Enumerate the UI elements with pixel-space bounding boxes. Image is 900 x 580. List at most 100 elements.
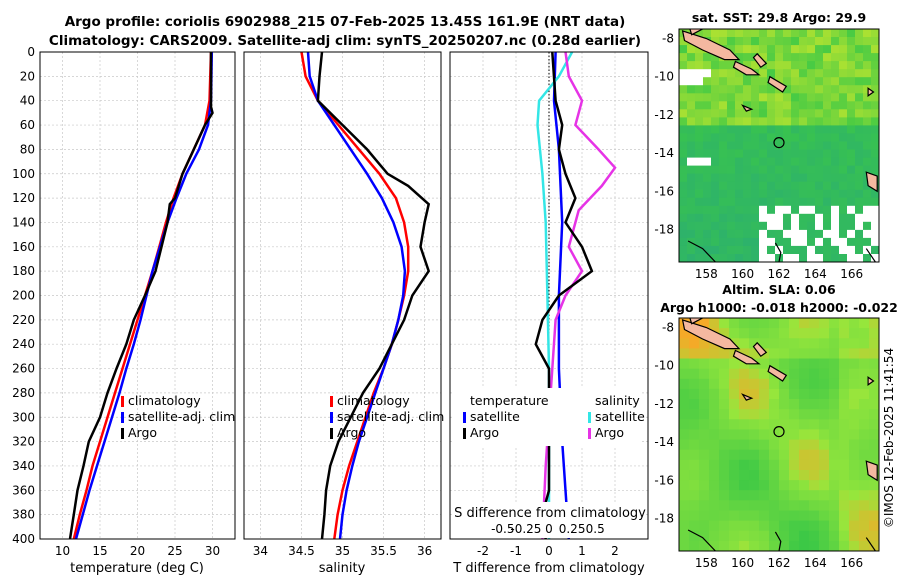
heatmap-cell [831, 53, 840, 62]
heatmap-cell [839, 77, 848, 86]
heatmap-cell [791, 221, 800, 231]
heatmap-cell [699, 490, 710, 501]
heatmap-cell [855, 213, 864, 223]
heatmap-cell [819, 368, 830, 380]
heatmap-cell [815, 141, 824, 151]
heatmap-cell [809, 449, 820, 461]
heatmap-cell [831, 93, 840, 102]
heatmap-cell [847, 117, 856, 126]
heatmap-cell [831, 29, 840, 38]
heatmap-cell [751, 85, 760, 94]
heatmap-cell [775, 29, 784, 38]
heatmap-cell [823, 205, 832, 215]
heatmap-cell [871, 221, 879, 231]
heatmap-cell [791, 117, 800, 126]
heatmap-cell [769, 419, 780, 430]
x-tick-label: 34 [253, 544, 268, 558]
heatmap-cell [871, 125, 879, 134]
longitude-tick-label: 162 [768, 556, 791, 570]
heatmap-cell [791, 125, 800, 134]
heatmap-cell [847, 37, 856, 46]
heatmap-cell [769, 409, 780, 420]
heatmap-cell [739, 490, 750, 501]
heatmap-cell [869, 530, 879, 542]
heatmap-cell [751, 141, 760, 151]
difference-axes-frame [449, 51, 649, 540]
legend-title-salinity: salinity [595, 393, 640, 408]
heatmap-cell [855, 125, 864, 134]
heatmap-cell [767, 53, 776, 62]
heatmap-cell [791, 77, 800, 86]
heatmap-cell [735, 189, 744, 199]
heatmap-cell [679, 449, 690, 461]
heatmap-cell [727, 197, 736, 207]
longitude-tick-label: 160 [731, 556, 754, 570]
heatmap-cell [679, 470, 690, 481]
heatmap-cell [767, 93, 776, 102]
heatmap-cell [809, 540, 820, 551]
latitude-tick-label: -14 [654, 435, 674, 449]
salinity-satellite-line [306, 52, 407, 539]
heatmap-cell [703, 29, 712, 38]
heatmap-cell [829, 459, 840, 471]
reef-contour [687, 240, 716, 262]
legend-label-argo: Argo [128, 425, 157, 440]
heatmap-cell [703, 221, 712, 231]
heatmap-cell [703, 133, 712, 142]
heatmap-cell [759, 93, 768, 102]
heatmap-cell [839, 157, 848, 167]
heatmap-cell [739, 328, 750, 339]
heatmap-cell [743, 213, 752, 223]
heatmap-cell [863, 197, 872, 207]
heatmap-cell [783, 189, 792, 199]
y-tick-label: 160 [12, 240, 35, 254]
heatmap-cell [689, 470, 700, 481]
heatmap-cell [819, 510, 830, 522]
heatmap-cell [775, 197, 784, 207]
heatmap-cell [727, 213, 736, 223]
heatmap-cell [815, 221, 824, 231]
heatmap-cell [679, 101, 688, 110]
heatmap-cell [823, 221, 832, 231]
heatmap-cell [783, 149, 792, 159]
latitude-tick-label: -8 [662, 321, 674, 335]
heatmap-cell [779, 449, 790, 461]
heatmap-cell [847, 173, 856, 183]
heatmap-cell [783, 117, 792, 126]
heatmap-cell [695, 173, 704, 183]
heatmap-cell [739, 338, 750, 349]
heatmap-cell [729, 318, 740, 329]
heatmap-cell [729, 540, 740, 551]
heatmap-cell [871, 254, 879, 262]
heatmap-cell [859, 520, 870, 532]
heatmap-cell [863, 77, 872, 86]
heatmap-cell [791, 181, 800, 191]
heatmap-cell [749, 399, 760, 410]
heatmap-cell [859, 348, 870, 360]
heatmap-cell [735, 165, 744, 175]
heatmap-cell [719, 378, 730, 390]
heatmap-cell [749, 470, 760, 481]
heatmap-cell [699, 419, 710, 430]
heatmap-cell [749, 500, 760, 511]
heatmap-cell [859, 388, 870, 400]
heatmap-cell [775, 157, 784, 167]
heatmap-cell [735, 117, 744, 126]
heatmap-cell [815, 205, 824, 215]
y-tick-label: 380 [12, 508, 35, 522]
heatmap-cell [783, 45, 792, 54]
heatmap-cell [789, 470, 800, 481]
heatmap-cell [823, 173, 832, 183]
heatmap-cell [727, 254, 736, 262]
heatmap-cell [831, 141, 840, 151]
t-difference-tick-labels: -2 -1 0 1 2 [477, 544, 619, 558]
heatmap-cell [751, 61, 760, 70]
heatmap-cell [687, 141, 696, 151]
heatmap-cell [739, 318, 750, 329]
salinity-tick-labels: 34 34.5 35 35.5 36 [253, 544, 432, 558]
t-argo-diff-line [534, 52, 594, 539]
heatmap-cell [823, 229, 832, 239]
heatmap-cell [869, 388, 879, 400]
reef-contour [774, 242, 782, 262]
heatmap-cell [699, 480, 710, 491]
